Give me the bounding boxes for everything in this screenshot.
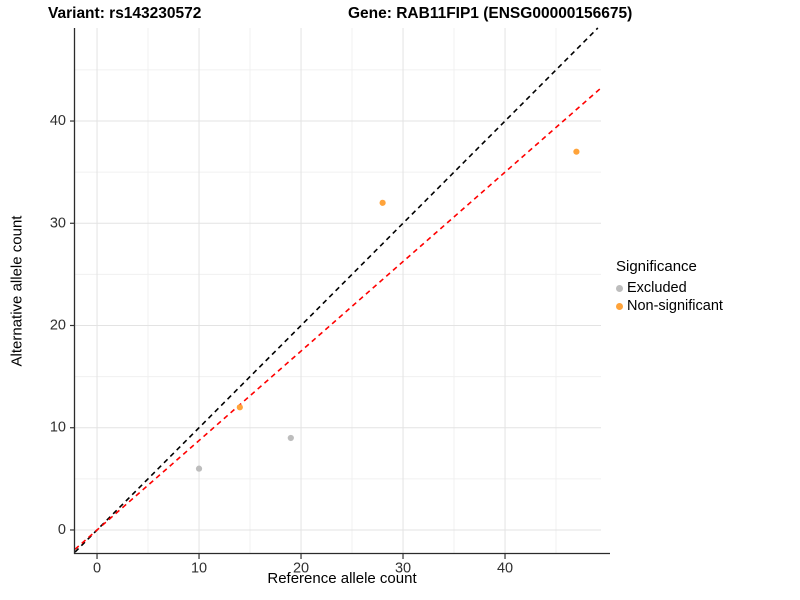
legend: Significance Excluded Non-significant (616, 258, 723, 315)
axis-ticks (70, 120, 506, 559)
data-point-excluded (287, 434, 294, 442)
data-point-excluded (195, 465, 203, 472)
data-points (195, 148, 580, 472)
legend-item-non-significant: Non-significant (616, 297, 723, 315)
y-tick-label: 0 (58, 522, 66, 538)
y-tick-label: 40 (50, 113, 66, 129)
x-tick-label: 20 (293, 561, 309, 577)
legend-title: Significance (616, 258, 697, 275)
identity-line (74, 27, 599, 553)
x-tick-label: 40 (497, 561, 513, 577)
y-tick-label: 20 (50, 318, 66, 334)
x-tick-label: 30 (395, 561, 411, 577)
data-point-non-significant (236, 404, 243, 411)
reference-lines (74, 27, 602, 553)
x-tick-label: 0 (93, 561, 101, 577)
x-tick-label: 10 (191, 561, 207, 577)
variant-title: Variant: rs143230572 (48, 5, 202, 22)
legend-item-excluded: Excluded (616, 279, 723, 297)
legend-item-label: Non-significant (627, 298, 723, 314)
y-tick-label: 10 (50, 420, 66, 436)
gene-title: Gene: RAB11FIP1 (ENSG00000156675) (348, 5, 633, 22)
axis-lines (73, 28, 610, 555)
y-tick-label: 30 (50, 215, 66, 231)
legend-item-label: Excluded (627, 280, 687, 296)
legend-dot-icon (616, 284, 623, 292)
fit-line (74, 87, 602, 550)
data-point-non-significant (573, 148, 580, 155)
legend-dot-icon (616, 302, 623, 310)
y-axis-label: Alternative allele count (8, 215, 26, 367)
major-gridlines (75, 28, 601, 554)
data-point-non-significant (379, 199, 386, 206)
x-axis-label: Reference allele count (267, 570, 417, 587)
minor-gridlines (75, 28, 601, 554)
tick-labels: 0 10 20 30 40 0 10 20 30 40 (50, 113, 513, 577)
